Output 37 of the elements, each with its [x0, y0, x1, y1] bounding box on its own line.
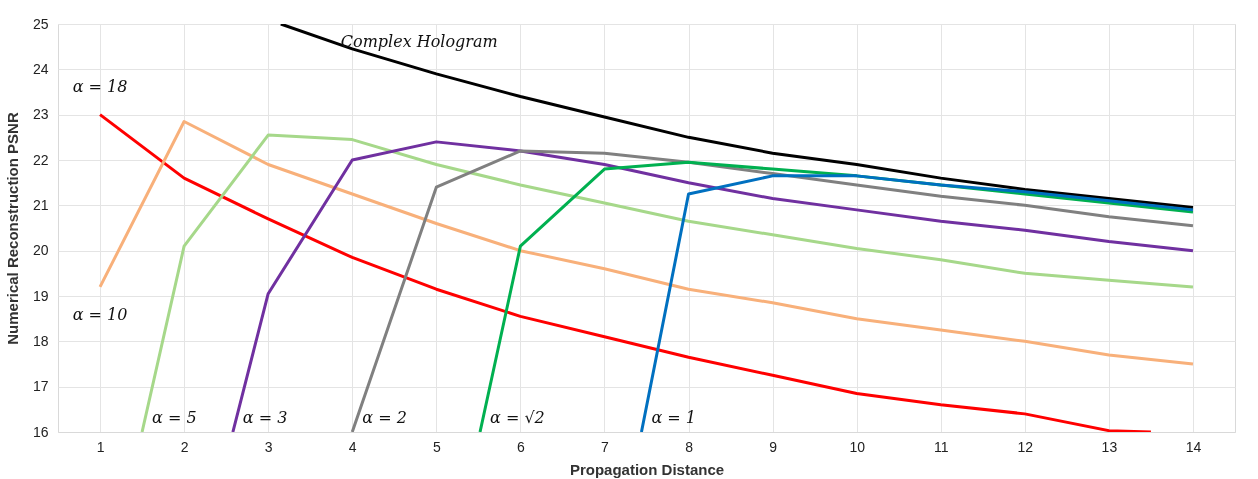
series-label: α = 10	[72, 304, 128, 324]
series-label: α = 3	[242, 408, 288, 427]
x-tick-label: 12	[1017, 438, 1034, 455]
y-tick-label: 23	[32, 106, 49, 123]
x-tick-label: 14	[1185, 438, 1202, 455]
y-tick-label: 20	[32, 242, 49, 259]
x-tick-label: 2	[180, 438, 189, 455]
y-tick-label: 19	[32, 287, 49, 304]
line-series	[639, 174, 1195, 432]
line-series	[279, 24, 1195, 210]
series-label: α = √2	[490, 408, 545, 427]
y-tick-label: 24	[32, 60, 49, 77]
y-tick-label: 21	[32, 196, 49, 213]
x-tick-label: 4	[348, 438, 357, 455]
y-tick-label: 17	[32, 378, 49, 395]
line-series	[350, 149, 1195, 432]
series-label: α = 5	[152, 408, 197, 427]
y-tick-label: 25	[32, 15, 49, 32]
series-label: α = 2	[362, 408, 407, 427]
x-tick-label: 13	[1101, 438, 1118, 455]
x-tick-label: 9	[769, 438, 778, 455]
y-tick-label: 22	[32, 151, 49, 168]
y-axis-title: Numerical Reconstruction PSNR	[3, 112, 21, 345]
x-axis-title: Propagation Distance	[569, 460, 725, 478]
x-tick-label: 7	[601, 438, 610, 455]
series-label: Complex Hologram	[340, 32, 498, 51]
x-tick-label: 10	[849, 438, 866, 455]
x-tick-label: 1	[96, 438, 105, 455]
x-tick-label: 3	[264, 438, 273, 455]
y-tick-label: 18	[32, 332, 49, 349]
series-label: α = 1	[651, 408, 697, 427]
x-tick-label: 11	[933, 438, 949, 455]
y-tick-label: 16	[32, 423, 49, 440]
x-tick-label: 8	[685, 438, 694, 455]
x-tick-label: 6	[516, 438, 525, 455]
series-label: α = 18	[72, 76, 128, 96]
x-tick-label: 5	[432, 438, 441, 455]
